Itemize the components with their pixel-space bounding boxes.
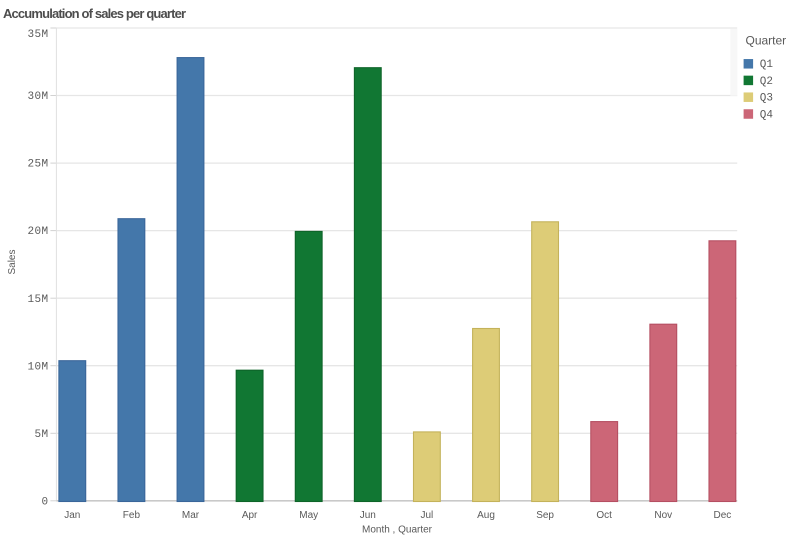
svg-text:May: May (299, 510, 318, 521)
svg-text:Q4: Q4 (760, 109, 774, 121)
svg-text:25M: 25M (27, 159, 48, 171)
svg-text:Jun: Jun (360, 510, 376, 521)
svg-text:Aug: Aug (477, 510, 495, 521)
svg-text:Nov: Nov (654, 510, 672, 521)
svg-text:10M: 10M (27, 361, 48, 373)
svg-text:Q3: Q3 (760, 93, 773, 105)
svg-text:Q1: Q1 (760, 59, 774, 71)
svg-text:0: 0 (41, 496, 48, 508)
svg-text:Oct: Oct (596, 510, 612, 521)
svg-text:20M: 20M (27, 226, 48, 238)
svg-text:30M: 30M (27, 91, 48, 103)
svg-text:Mar: Mar (182, 510, 200, 521)
svg-text:Q2: Q2 (760, 76, 773, 88)
svg-text:5M: 5M (34, 429, 48, 441)
svg-text:Dec: Dec (714, 510, 732, 521)
svg-text:Sep: Sep (536, 510, 554, 521)
svg-text:Quarter: Quarter (746, 34, 787, 48)
svg-text:Apr: Apr (242, 510, 258, 521)
svg-text:Feb: Feb (123, 510, 141, 521)
svg-text:Accumulation of sales per quar: Accumulation of sales per quarter (3, 6, 186, 21)
svg-text:Sales: Sales (7, 249, 18, 274)
svg-text:15M: 15M (27, 294, 48, 306)
svg-text:35M: 35M (27, 29, 48, 41)
svg-text:Month , Quarter: Month , Quarter (362, 525, 433, 536)
svg-text:Jan: Jan (64, 510, 80, 521)
svg-text:Jul: Jul (421, 510, 434, 521)
